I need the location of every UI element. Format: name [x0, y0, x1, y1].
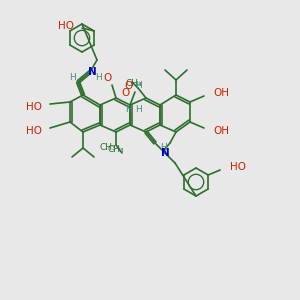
Text: H: H [160, 142, 167, 152]
Text: H: H [135, 106, 141, 115]
Text: H: H [124, 106, 131, 115]
Text: H: H [95, 74, 102, 82]
Text: OH: OH [213, 126, 229, 136]
Text: HO: HO [26, 126, 42, 136]
Text: H: H [69, 74, 75, 82]
Text: N: N [160, 148, 169, 158]
Text: OH: OH [213, 88, 229, 98]
Text: O: O [125, 81, 133, 91]
Text: HO: HO [58, 21, 74, 31]
Text: CH₃: CH₃ [100, 143, 116, 152]
Text: CH₃: CH₃ [126, 79, 142, 88]
Text: O: O [121, 88, 129, 98]
Text: HO: HO [230, 162, 246, 172]
Text: N: N [88, 67, 96, 77]
Text: CH₃: CH₃ [108, 146, 124, 154]
Text: H: H [136, 82, 142, 91]
Text: HO: HO [26, 102, 42, 112]
Text: O: O [104, 73, 112, 83]
